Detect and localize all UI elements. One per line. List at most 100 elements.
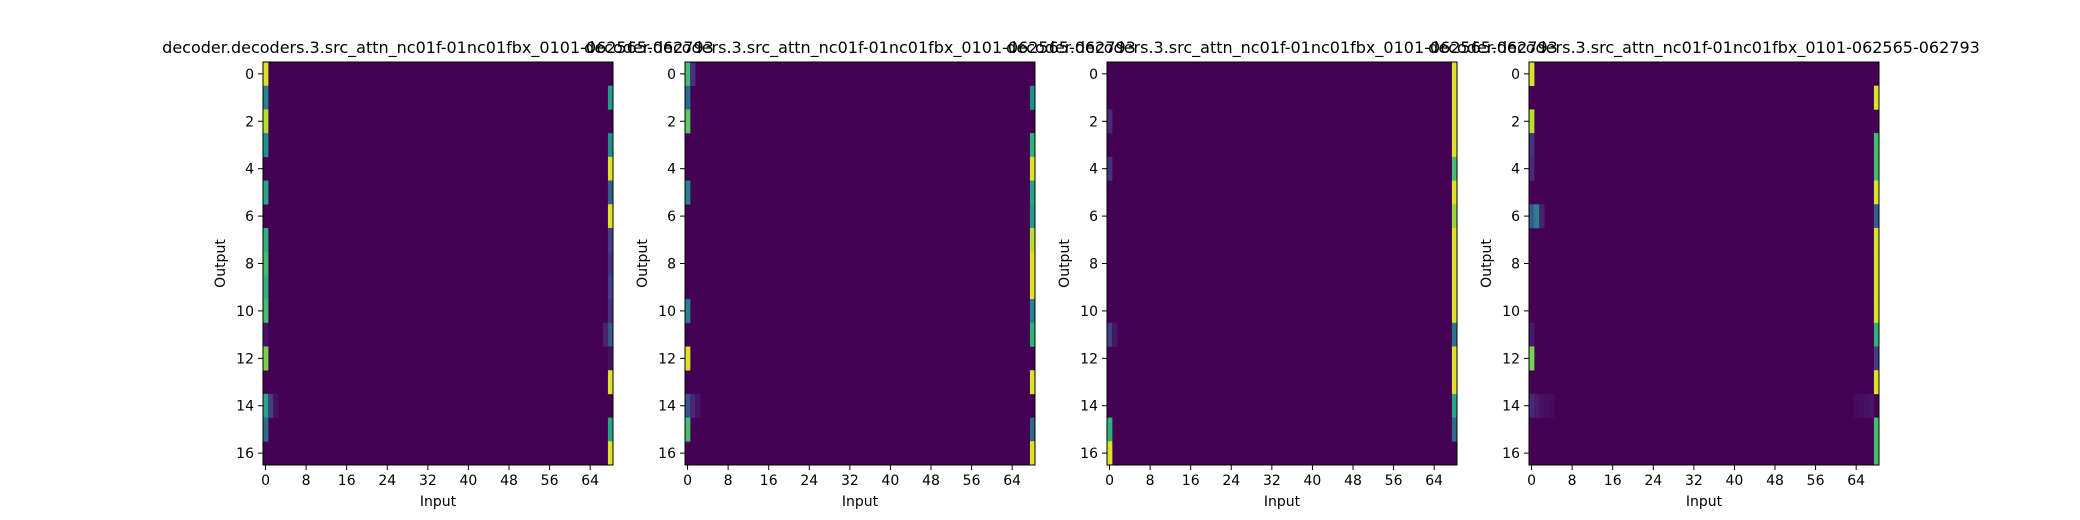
y-tick-label: 10	[658, 304, 676, 320]
x-tick-label: 64	[1847, 473, 1865, 489]
heatmap-background	[1529, 62, 1879, 465]
heatmap-cell	[263, 180, 269, 205]
heatmap-background	[1107, 62, 1457, 465]
x-tick-label: 8	[1146, 473, 1155, 489]
x-axis-label: Input	[842, 494, 879, 510]
heatmap-cell	[263, 85, 269, 110]
heatmap-cell	[1873, 251, 1880, 276]
heatmap-background	[263, 62, 613, 465]
heatmap-cell	[1873, 417, 1880, 442]
x-tick-label: 32	[1685, 473, 1703, 489]
heatmap-panel-4: 0 8 16 24 32 40 48 56 640246810121416InputOutput…	[1428, 38, 1980, 510]
y-tick-label: 10	[1502, 304, 1520, 320]
heatmap-cell	[1029, 156, 1036, 181]
x-tick-label: 0	[261, 473, 270, 489]
x-tick-label: 8	[302, 473, 311, 489]
y-tick-label: 14	[1502, 399, 1520, 415]
heatmap-cell	[1853, 393, 1860, 418]
heatmap-cell	[1451, 156, 1458, 181]
y-tick-label: 4	[1511, 162, 1520, 178]
y-tick-label: 8	[667, 257, 676, 273]
x-tick-label: 40	[1726, 473, 1744, 489]
heatmap-cell	[1107, 322, 1113, 347]
heatmap-cell	[1029, 227, 1036, 252]
y-tick-label: 6	[245, 209, 254, 225]
heatmap-cell	[1112, 322, 1118, 347]
x-tick-label: 8	[1568, 473, 1577, 489]
heatmap-cell	[1451, 62, 1458, 87]
y-tick-label: 6	[1511, 209, 1520, 225]
x-tick-label: 24	[800, 473, 818, 489]
heatmap-cell	[1539, 204, 1545, 229]
heatmap-cell	[1029, 133, 1036, 158]
heatmap-cell	[263, 227, 269, 252]
heatmap-cell	[1873, 370, 1880, 395]
x-tick-label: 16	[760, 473, 778, 489]
heatmap-cell	[1029, 204, 1036, 229]
heatmap-background	[685, 62, 1035, 465]
y-tick-label: 16	[1502, 446, 1520, 462]
heatmap-panel-3: 0 8 16 24 32 40 48 56 640246810121416InputOutput…	[1006, 38, 1558, 510]
heatmap-cell	[263, 417, 269, 442]
y-axis-label: Output	[1479, 239, 1495, 288]
x-tick-label: 64	[581, 473, 599, 489]
x-tick-label: 32	[841, 473, 859, 489]
heatmap-cell	[263, 346, 269, 371]
heatmap-cell	[1451, 180, 1458, 205]
x-tick-label: 0	[1105, 473, 1114, 489]
heatmap-cell	[1534, 204, 1540, 229]
y-tick-label: 6	[667, 209, 676, 225]
heatmap-cell	[1529, 109, 1535, 134]
heatmap-cell	[607, 251, 614, 276]
heatmap-cell	[607, 346, 614, 371]
y-tick-label: 0	[1511, 67, 1520, 83]
x-tick-label: 8	[724, 473, 733, 489]
x-tick-label: 40	[1304, 473, 1322, 489]
heatmap-cell	[1451, 346, 1458, 371]
y-tick-label: 4	[667, 162, 676, 178]
chart-title: decoder.decoders.3.src_attn_nc01f-01nc01…	[1428, 38, 1980, 58]
heatmap-cell	[1451, 204, 1458, 229]
x-tick-label: 24	[1644, 473, 1662, 489]
y-axis-label: Output	[635, 239, 651, 288]
y-tick-label: 8	[245, 257, 254, 273]
x-tick-label: 64	[1425, 473, 1443, 489]
x-tick-label: 16	[1182, 473, 1200, 489]
x-tick-label: 0	[683, 473, 692, 489]
heatmap-cell	[607, 299, 614, 324]
x-tick-label: 48	[1344, 473, 1362, 489]
heatmap-cell	[1451, 133, 1458, 158]
heatmap-cell	[1873, 156, 1880, 181]
heatmap-cell	[1451, 109, 1458, 134]
heatmap-cell	[607, 156, 614, 181]
heatmap-cell	[1451, 393, 1458, 418]
y-tick-label: 4	[1089, 162, 1098, 178]
x-tick-label: 0	[1527, 473, 1536, 489]
y-axis-label: Output	[213, 239, 229, 288]
heatmap-cell	[1873, 299, 1880, 324]
heatmap-cell	[1873, 180, 1880, 205]
y-tick-label: 6	[1089, 209, 1098, 225]
heatmap-cell	[1029, 251, 1036, 276]
heatmap-cell	[1529, 156, 1535, 181]
heatmap-cell	[1544, 393, 1550, 418]
heatmap-cell	[268, 393, 274, 418]
heatmap-cell	[263, 109, 269, 134]
x-tick-label: 56	[1807, 473, 1825, 489]
y-tick-label: 4	[245, 162, 254, 178]
heatmap-cell	[1451, 299, 1458, 324]
heatmap-cell	[263, 133, 269, 158]
heatmap-cell	[607, 322, 614, 347]
x-tick-label: 16	[1604, 473, 1622, 489]
heatmap-cell	[607, 417, 614, 442]
y-tick-label: 14	[236, 399, 254, 415]
heatmap-cell	[690, 62, 696, 87]
heatmap-cell	[607, 133, 614, 158]
y-tick-label: 8	[1089, 257, 1098, 273]
heatmap-cell	[690, 393, 696, 418]
heatmap-cell	[1029, 441, 1036, 466]
y-axis-label: Output	[1057, 239, 1073, 288]
heatmap-panel-1: 0 8 16 24 32 40 48 56 640246810121416InputOutput…	[162, 38, 714, 510]
y-tick-label: 0	[667, 67, 676, 83]
